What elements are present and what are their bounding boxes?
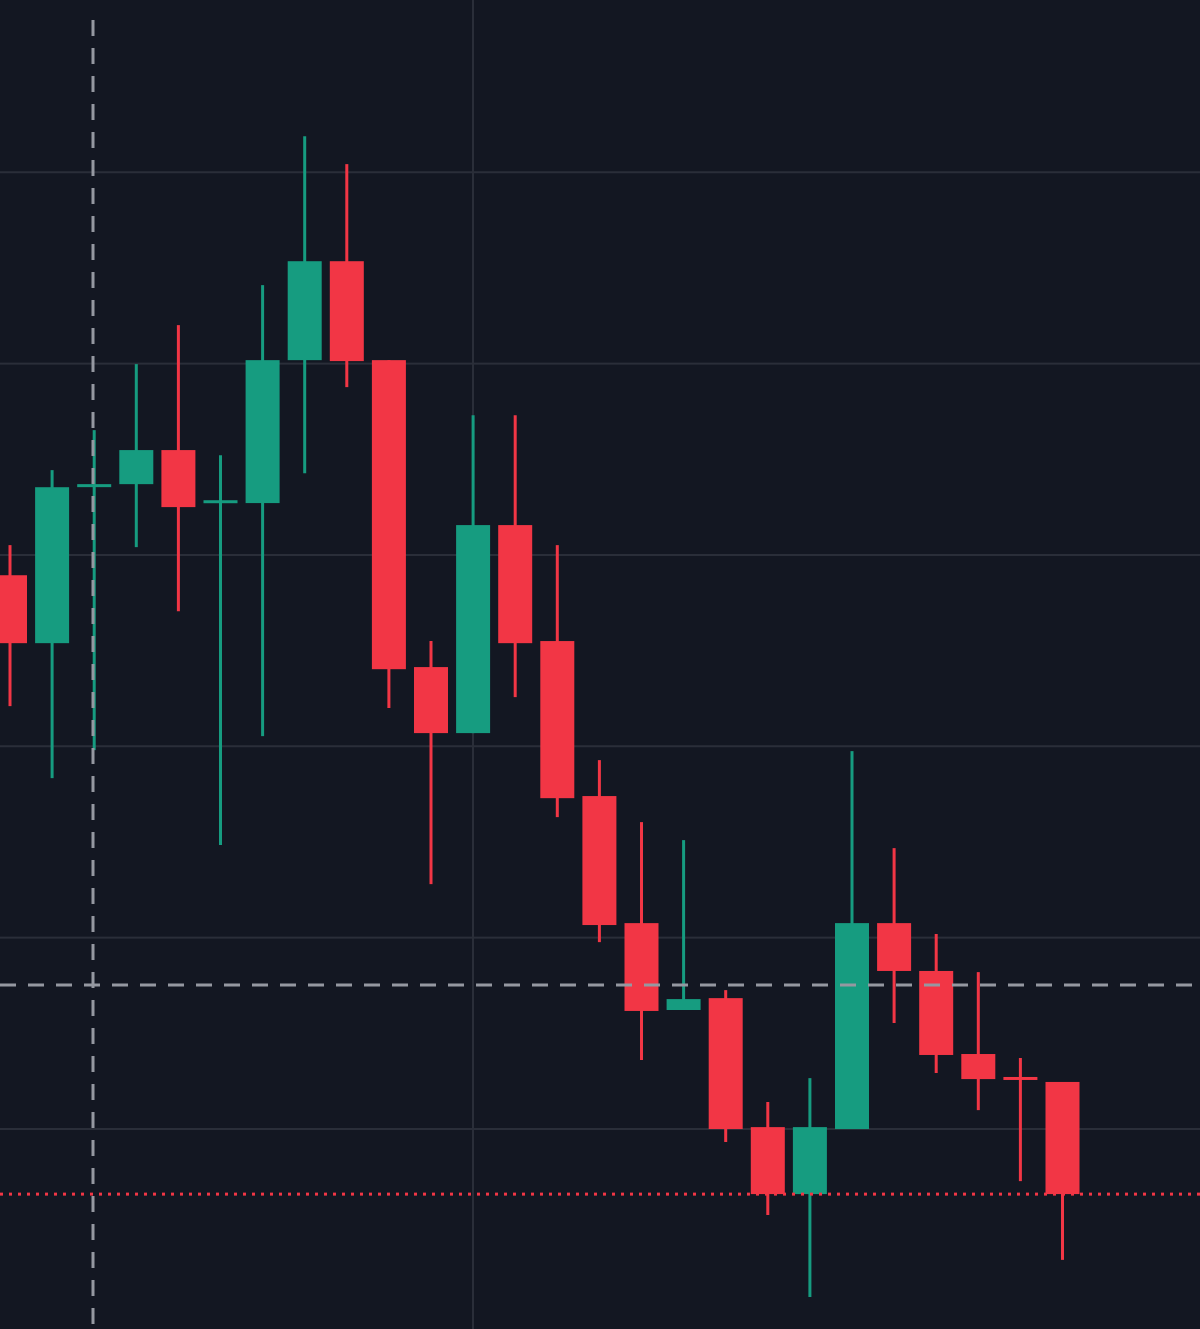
- candle-body: [540, 641, 575, 799]
- candle-body: [35, 487, 70, 644]
- candle-body: [582, 796, 617, 926]
- candle-body: [0, 575, 27, 644]
- candle-body: [835, 923, 869, 1130]
- candle-body: [1003, 1076, 1038, 1080]
- candle-body: [371, 360, 406, 670]
- candle-body: [792, 1127, 827, 1195]
- candle-body: [119, 450, 154, 485]
- candle-body: [245, 360, 280, 504]
- candle-body: [877, 923, 912, 971]
- candle-body: [161, 450, 196, 508]
- candle-body: [750, 1127, 785, 1195]
- candle-body: [203, 500, 238, 504]
- candle-body: [624, 923, 659, 1011]
- candles: [0, 136, 1080, 1298]
- candle-body: [1045, 1081, 1080, 1195]
- candle-body: [77, 484, 112, 488]
- candle-body: [666, 999, 701, 1011]
- candle-body: [498, 525, 533, 644]
- candle-body: [708, 998, 743, 1130]
- candle-body: [414, 667, 448, 734]
- candle-body: [456, 525, 491, 734]
- candle-body: [961, 1054, 996, 1080]
- candle-body: [329, 261, 364, 362]
- candle-body: [287, 261, 322, 361]
